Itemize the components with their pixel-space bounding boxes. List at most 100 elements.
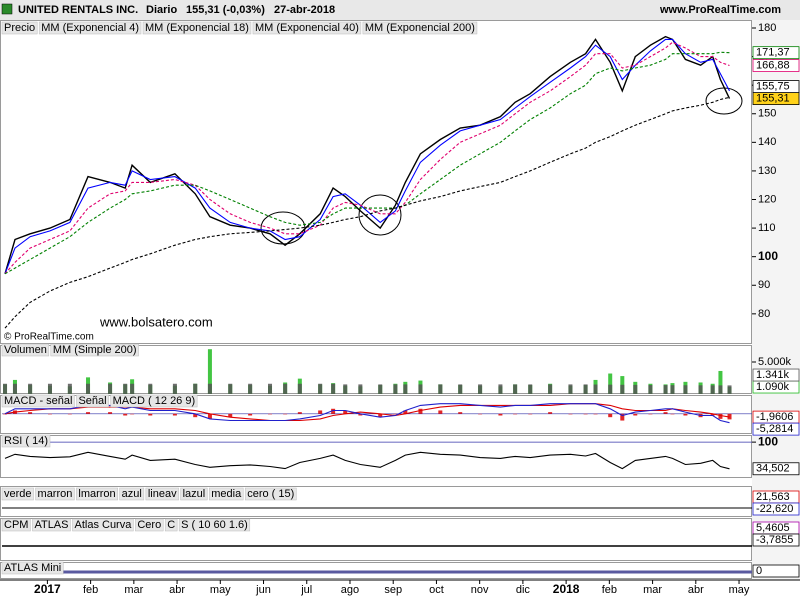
quote: 155,31 (-0,03%): [186, 4, 265, 16]
series-line: [4, 451, 730, 470]
bar: [478, 413, 483, 415]
bar: [458, 384, 463, 394]
watermark: www.bolsatero.com: [99, 314, 213, 329]
bar: [528, 413, 533, 415]
last-value-tag: [752, 368, 800, 382]
bar: [528, 384, 533, 394]
legend-bg: [119, 487, 145, 501]
legend-bg: [1, 434, 51, 448]
legend-entry: Atlas Curva: [74, 519, 132, 531]
candle-icon: [1, 3, 13, 15]
y-tick-label: 5.000k: [758, 356, 792, 368]
legend-bg: [180, 487, 208, 501]
header-bar: [0, 0, 800, 20]
bar: [633, 384, 638, 394]
series-line: [4, 38, 730, 274]
x-tick-label: 2017: [34, 582, 61, 596]
series-line: [4, 96, 730, 329]
last-value-label: 155,31: [756, 92, 790, 104]
last-value-label: -5,2814: [756, 423, 793, 435]
legend-bg: [1, 518, 31, 532]
last-value-label: 155,75: [756, 80, 790, 92]
legend-bg: [1, 394, 75, 408]
frame: [0, 518, 752, 561]
bar: [3, 413, 8, 415]
y-tick-label: 100: [758, 249, 778, 263]
bar: [583, 384, 588, 394]
legend-entry: MM (Exponencial 4): [41, 22, 139, 34]
x-tick-label: 2018: [553, 582, 580, 596]
bar: [172, 413, 177, 416]
bar: [28, 383, 33, 394]
bar: [513, 413, 518, 415]
bar: [683, 385, 688, 394]
y-tick-label: 100: [758, 434, 778, 448]
y-tick-label: 120: [758, 193, 776, 205]
legend-entry: lmarron: [78, 488, 115, 500]
legend-bg: [1, 561, 64, 575]
panel-frames: [0, 20, 752, 579]
legend-bg: [50, 343, 139, 357]
legend-bg: [1, 21, 38, 35]
x-tick-label: feb: [83, 584, 98, 596]
legend-bg: [76, 487, 118, 501]
bar: [47, 383, 52, 394]
bar: [207, 349, 212, 394]
last-value-label: 1.341k: [756, 369, 790, 381]
annotation-circle: [358, 194, 402, 236]
y-tick-label: 110: [758, 222, 776, 234]
frame: [0, 435, 752, 478]
site: www.ProRealTime.com: [659, 4, 781, 16]
legend-entry: lineav: [148, 488, 177, 500]
bar: [438, 410, 443, 414]
bar: [498, 413, 503, 416]
x-tick-label: abr: [169, 584, 185, 596]
bar: [130, 383, 135, 394]
legend-entry: RSI ( 14): [4, 435, 48, 447]
bar: [297, 412, 302, 414]
readout-tag: [752, 502, 800, 516]
bar: [608, 384, 613, 394]
legend-bg: [208, 487, 244, 501]
bar: [148, 383, 153, 394]
last-value-tag: [752, 462, 800, 476]
x-tick-label: may: [210, 584, 231, 596]
legend-bg: [244, 487, 297, 501]
bar: [620, 384, 625, 394]
bar: [418, 384, 423, 394]
bar: [318, 410, 323, 414]
y-tick-label: 130: [758, 165, 776, 177]
legend-bg: [38, 21, 142, 35]
bar: [207, 413, 212, 419]
legend-entry: Volumen: [4, 344, 47, 356]
bar: [86, 383, 91, 394]
bar: [683, 413, 688, 416]
x-tick-label: nov: [471, 584, 489, 596]
bar: [710, 385, 715, 394]
bar: [108, 412, 113, 414]
bar: [418, 408, 423, 414]
legend-bg: [142, 21, 252, 35]
bar: [663, 412, 668, 414]
bar: [248, 413, 253, 416]
bar: [331, 383, 336, 394]
series-line: [4, 41, 730, 275]
frame: [0, 20, 752, 344]
bar: [670, 385, 675, 394]
legend-entry: CPM: [4, 519, 28, 531]
bar: [718, 413, 723, 419]
readout: 0: [756, 565, 762, 577]
bar: [498, 384, 503, 394]
bar: [130, 413, 135, 415]
bar: [248, 383, 253, 394]
x-tick-label: mar: [124, 584, 143, 596]
bar: [633, 413, 638, 416]
legend-entry: S ( 10 60 1.6): [181, 519, 248, 531]
legend-entry: ATLAS: [34, 519, 68, 531]
frame: [0, 395, 752, 434]
bar: [648, 385, 653, 394]
bar: [297, 383, 302, 394]
bar: [593, 413, 598, 415]
last-value-tag: [752, 59, 800, 72]
bar: [108, 383, 113, 394]
